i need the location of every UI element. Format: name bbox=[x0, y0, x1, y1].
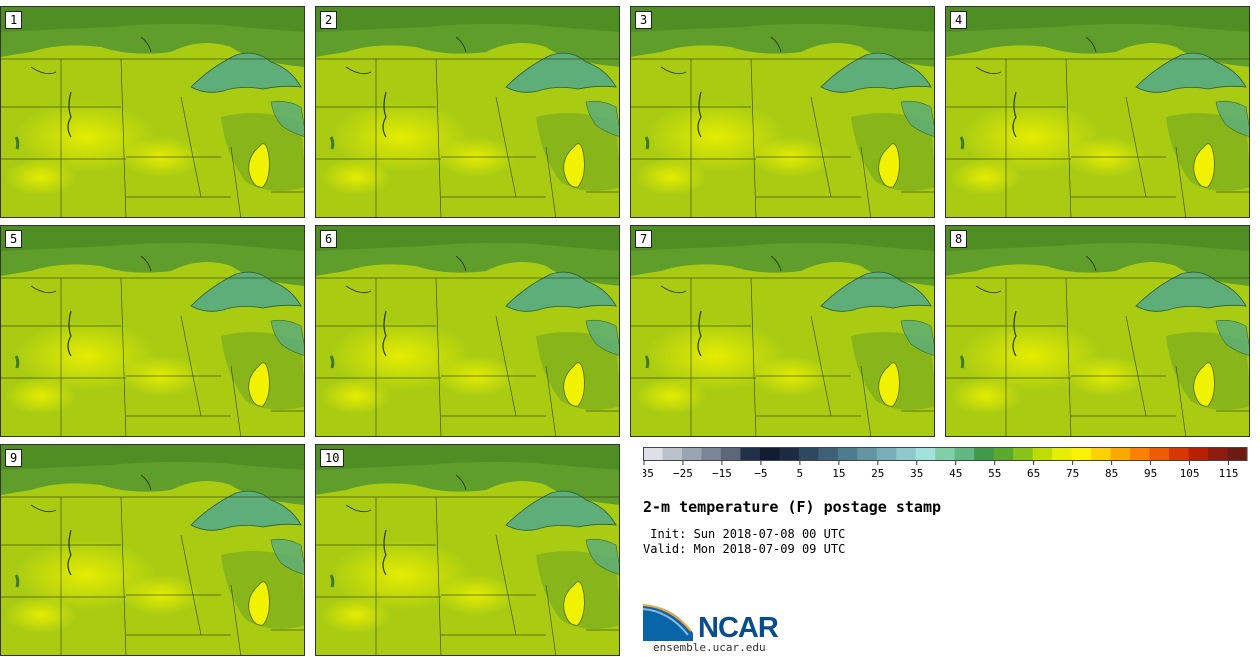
colorbar-swatch bbox=[1208, 447, 1229, 461]
colorbar-tick-label: 35 bbox=[910, 467, 923, 480]
colorbar-swatch bbox=[1091, 447, 1112, 461]
colorbar-tick-label: 55 bbox=[988, 467, 1001, 480]
map-panel-5: 5 bbox=[0, 225, 305, 437]
colorbar-tick-label: 105 bbox=[1180, 467, 1200, 480]
map-panel-3: 3 bbox=[630, 6, 935, 218]
colorbar-swatch bbox=[740, 447, 761, 461]
map-panel-1: 1 bbox=[0, 6, 305, 218]
colorbar-tick-label: 95 bbox=[1144, 467, 1157, 480]
temperature-colorbar: −35 −25 −15 −5 5 15 25 35 45 55 65 75 85 95 105 115 bbox=[643, 447, 1248, 480]
colorbar-swatch bbox=[1110, 447, 1131, 461]
map-panel-8: 8 bbox=[945, 225, 1250, 437]
colorbar-swatch bbox=[915, 447, 936, 461]
colorbar-swatch bbox=[876, 447, 897, 461]
map-panel-7: 7 bbox=[630, 225, 935, 437]
colorbar-swatch bbox=[1032, 447, 1053, 461]
colorbar-swatch bbox=[954, 447, 975, 461]
colorbar-swatch bbox=[701, 447, 722, 461]
colorbar-tick-label: 25 bbox=[871, 467, 884, 480]
colorbar-tick-label: 115 bbox=[1219, 467, 1239, 480]
panel-number: 9 bbox=[5, 449, 23, 467]
colorbar-swatch bbox=[798, 447, 819, 461]
ncar-logo-icon bbox=[643, 604, 693, 641]
colorbar-swatch bbox=[1169, 447, 1190, 461]
map-panel-2: 2 bbox=[315, 6, 620, 218]
colorbar-tick-label: −15 bbox=[712, 467, 732, 480]
panel-number: 8 bbox=[950, 230, 968, 248]
colorbar-tick-label: −35 bbox=[643, 467, 654, 480]
colorbar-swatch bbox=[1013, 447, 1034, 461]
colorbar-tick-label: 65 bbox=[1027, 467, 1040, 480]
colorbar-tick-label: 85 bbox=[1105, 467, 1118, 480]
panel-number: 1 bbox=[5, 11, 23, 29]
map-panel-9: 9 bbox=[0, 444, 305, 656]
colorbar-tick-label: −25 bbox=[673, 467, 693, 480]
colorbar-swatch bbox=[896, 447, 917, 461]
colorbar-swatch bbox=[759, 447, 780, 461]
panel-number: 3 bbox=[635, 11, 653, 29]
panel-number: 10 bbox=[320, 449, 345, 467]
valid-time: Valid: Mon 2018-07-09 09 UTC bbox=[643, 542, 846, 556]
map-panel-10: 10 bbox=[315, 444, 620, 656]
ncar-logo-text: NCAR bbox=[698, 612, 779, 644]
colorbar-swatch bbox=[837, 447, 858, 461]
colorbar-swatch bbox=[1149, 447, 1170, 461]
colorbar-swatch bbox=[1227, 447, 1248, 461]
colorbar-swatch bbox=[662, 447, 683, 461]
colorbar-tick-label: 15 bbox=[832, 467, 845, 480]
colorbar-tick-label: 75 bbox=[1066, 467, 1079, 480]
colorbar-swatch bbox=[779, 447, 800, 461]
colorbar-swatch bbox=[1052, 447, 1073, 461]
colorbar-swatch bbox=[857, 447, 878, 461]
map-panel-6: 6 bbox=[315, 225, 620, 437]
colorbar-tick-label: −5 bbox=[754, 467, 767, 480]
init-time: Init: Sun 2018-07-08 00 UTC bbox=[643, 527, 846, 541]
colorbar-frame bbox=[643, 447, 1247, 461]
panel-number: 2 bbox=[320, 11, 338, 29]
colorbar-swatch bbox=[720, 447, 741, 461]
colorbar-tick-label: 45 bbox=[949, 467, 962, 480]
map-panel-4: 4 bbox=[945, 6, 1250, 218]
colorbar-swatch bbox=[1188, 447, 1209, 461]
colorbar-swatch bbox=[935, 447, 956, 461]
panel-number: 5 bbox=[5, 230, 23, 248]
colorbar-swatch bbox=[974, 447, 995, 461]
panel-number: 7 bbox=[635, 230, 653, 248]
colorbar-swatch bbox=[643, 447, 663, 461]
colorbar-swatch bbox=[818, 447, 839, 461]
colorbar-swatch bbox=[1130, 447, 1151, 461]
panel-number: 4 bbox=[950, 11, 968, 29]
panel-number: 6 bbox=[320, 230, 338, 248]
colorbar-tick-label: 5 bbox=[797, 467, 804, 480]
ensemble-url: ensemble.ucar.edu bbox=[653, 641, 766, 654]
colorbar-swatch bbox=[993, 447, 1014, 461]
figure-title: 2-m temperature (F) postage stamp bbox=[643, 498, 942, 516]
colorbar-swatch bbox=[681, 447, 702, 461]
colorbar-swatch bbox=[1071, 447, 1092, 461]
